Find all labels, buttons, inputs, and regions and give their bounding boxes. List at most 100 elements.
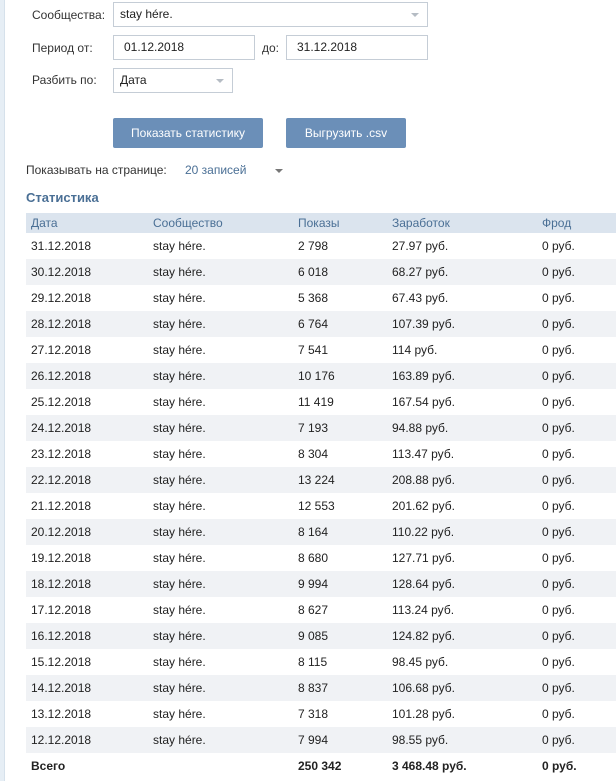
cell-date: 27.12.2018 — [31, 343, 92, 357]
cell-earnings: 167.54 руб. — [392, 395, 455, 409]
cell-date: 22.12.2018 — [26, 467, 148, 493]
cell-earnings: 67.43 руб. — [392, 291, 449, 305]
table-row: 13.12.2018 stay hére. 7 318 101.28 руб. 0 ру… — [26, 701, 616, 727]
period-to-input[interactable]: 31.12.2018 — [286, 35, 428, 60]
cell-community: stay hére. — [148, 623, 293, 649]
cell-date: 31.12.2018 — [31, 239, 92, 253]
cell-fraud: 0 руб. — [537, 623, 616, 649]
cell-impressions: 11 419 — [298, 395, 334, 409]
cell-impressions: 8 627 — [298, 603, 329, 617]
cell-earnings: 98.45 руб. — [392, 655, 449, 669]
cell-earnings: 208.88 руб. — [387, 467, 537, 493]
total-impressions: 250 342 — [298, 759, 342, 773]
table-row: 24.12.2018 stay hére. 7 193 94.88 руб. 0 руб… — [26, 415, 616, 441]
per-page-value: 20 записей — [185, 163, 247, 177]
cell-fraud: 0 руб. — [537, 259, 616, 285]
cell-date: 12.12.2018 — [26, 727, 148, 753]
cell-earnings: 127.71 руб. — [392, 551, 455, 565]
cell-impressions: 10 176 — [293, 363, 387, 389]
split-value: Дата — [120, 73, 147, 87]
cell-fraud: 0 руб. — [537, 675, 616, 701]
table-row: 31.12.2018 stay hére. 2 798 27.97 руб. 0 руб… — [26, 233, 616, 259]
cell-impressions: 6 764 — [293, 311, 387, 337]
table-row: 14.12.2018 stay hére. 8 837 106.68 руб. 0 ру… — [26, 675, 616, 701]
cell-fraud: 0 руб. — [537, 311, 616, 337]
table-row: 21.12.2018 stay hére. 12 553 201.62 руб. 0 р… — [26, 493, 616, 519]
cell-date: 21.12.2018 — [31, 499, 92, 513]
per-page-select[interactable]: 20 записей — [185, 163, 285, 179]
cell-earnings: 68.27 руб. — [387, 259, 537, 285]
cell-fraud: 0 руб. — [537, 467, 616, 493]
cell-earnings: 101.28 руб. — [392, 707, 455, 721]
cell-community: stay hére. — [148, 727, 293, 753]
table-row: 30.12.2018 stay hére. 6 018 68.27 руб. 0 руб… — [26, 259, 616, 285]
cell-date: 23.12.2018 — [31, 447, 92, 461]
cell-earnings: 163.89 руб. — [387, 363, 537, 389]
cell-fraud: 0 руб. — [542, 343, 575, 357]
cell-community: stay hére. — [148, 259, 293, 285]
cell-earnings: 94.88 руб. — [387, 415, 537, 441]
cell-fraud: 0 руб. — [542, 707, 575, 721]
chevron-down-icon — [275, 169, 283, 173]
cell-impressions: 5 368 — [298, 291, 329, 305]
total-earnings: 3 468.48 руб. — [392, 759, 467, 773]
cell-fraud: 0 руб. — [537, 519, 616, 545]
stats-table: Дата Сообщество Показы Заработок Фрод 31.12.… — [26, 213, 616, 779]
split-select[interactable]: Дата — [113, 68, 233, 93]
cell-impressions: 7 541 — [298, 343, 329, 357]
cell-fraud: 0 руб. — [542, 395, 575, 409]
table-row: 15.12.2018 stay hére. 8 115 98.45 руб. 0 руб… — [26, 649, 616, 675]
total-fraud: 0 руб. — [542, 759, 577, 773]
cell-date: 26.12.2018 — [26, 363, 148, 389]
cell-fraud: 0 руб. — [542, 655, 575, 669]
cell-impressions: 7 193 — [293, 415, 387, 441]
cell-impressions: 6 018 — [293, 259, 387, 285]
cell-community: stay hére. — [153, 447, 206, 461]
cell-fraud: 0 руб. — [537, 415, 616, 441]
cell-impressions: 8 164 — [293, 519, 387, 545]
column-header-earnings[interactable]: Заработок — [387, 213, 537, 233]
table-row: 12.12.2018 stay hére. 7 994 98.55 руб. 0 руб… — [26, 727, 616, 753]
split-label: Разбить по: — [32, 73, 97, 87]
cell-fraud: 0 руб. — [537, 363, 616, 389]
cell-date: 15.12.2018 — [31, 655, 92, 669]
column-header-impressions[interactable]: Показы — [293, 213, 387, 233]
cell-community: stay hére. — [148, 311, 293, 337]
cell-community: stay hére. — [148, 571, 293, 597]
stats-title: Статистика — [26, 190, 99, 205]
show-stats-button[interactable]: Показать статистику — [113, 118, 263, 148]
table-row: 22.12.2018 stay hére. 13 224 208.88 руб. 0 р… — [26, 467, 616, 493]
cell-date: 28.12.2018 — [26, 311, 148, 337]
cell-date: 20.12.2018 — [26, 519, 148, 545]
total-date: Всего — [31, 759, 66, 773]
community-select[interactable]: stay hére. — [113, 2, 428, 27]
export-csv-button[interactable]: Выгрузить .csv — [286, 118, 406, 148]
cell-date: 19.12.2018 — [31, 551, 92, 565]
table-row: 27.12.2018 stay hére. 7 541 114 руб. 0 руб. — [26, 337, 616, 363]
table-row: 23.12.2018 stay hére. 8 304 113.47 руб. 0 ру… — [26, 441, 616, 467]
cell-earnings: 98.55 руб. — [387, 727, 537, 753]
cell-earnings: 107.39 руб. — [387, 311, 537, 337]
cell-fraud: 0 руб. — [542, 291, 575, 305]
period-from-input[interactable]: 01.12.2018 — [113, 35, 255, 60]
cell-fraud: 0 руб. — [542, 551, 575, 565]
chevron-down-icon — [411, 13, 419, 17]
cell-date: 13.12.2018 — [31, 707, 92, 721]
cell-impressions: 9 994 — [293, 571, 387, 597]
cell-fraud: 0 руб. — [542, 499, 575, 513]
column-header-community[interactable]: Сообщество — [148, 213, 293, 233]
cell-date: 24.12.2018 — [26, 415, 148, 441]
cell-earnings: 27.97 руб. — [392, 239, 449, 253]
left-border — [0, 0, 5, 781]
column-header-date[interactable]: Дата — [26, 213, 148, 233]
cell-community: stay hére. — [153, 655, 206, 669]
cell-fraud: 0 руб. — [542, 239, 575, 253]
cell-fraud: 0 руб. — [537, 571, 616, 597]
cell-impressions: 8 837 — [293, 675, 387, 701]
per-page-label: Показывать на странице: — [26, 163, 167, 177]
cell-earnings: 110.22 руб. — [387, 519, 537, 545]
cell-community: stay hére. — [153, 499, 206, 513]
column-header-fraud[interactable]: Фрод — [537, 213, 616, 233]
period-to-label: до: — [262, 41, 280, 55]
cell-community: stay hére. — [153, 395, 206, 409]
